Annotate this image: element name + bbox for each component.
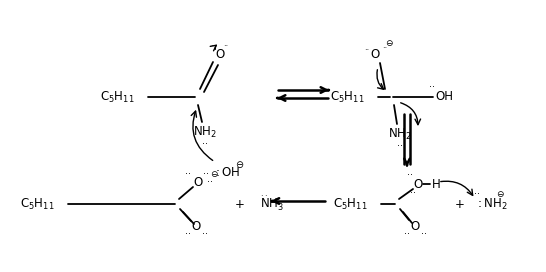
Text: ··: ·· bbox=[207, 177, 213, 187]
Text: ··: ·· bbox=[185, 169, 191, 179]
Text: H: H bbox=[432, 178, 441, 190]
Text: $\mathrm{NH_2}$: $\mathrm{NH_2}$ bbox=[193, 125, 217, 140]
Text: ··: ·· bbox=[404, 229, 410, 239]
Text: +: + bbox=[455, 197, 465, 211]
Text: $\mathrm{C_5H_{11}}$: $\mathrm{C_5H_{11}}$ bbox=[20, 196, 55, 212]
Text: ··: ·· bbox=[202, 139, 208, 149]
Text: ··: ·· bbox=[474, 189, 480, 199]
Text: O: O bbox=[215, 48, 224, 60]
Text: O: O bbox=[413, 178, 423, 190]
Text: O: O bbox=[411, 220, 420, 233]
Text: $\ominus$: $\ominus$ bbox=[235, 159, 245, 169]
Text: $\mathrm{NH_2}$: $\mathrm{NH_2}$ bbox=[388, 126, 412, 141]
Text: $\mathrm{\overset{..}{N}H_3}$: $\mathrm{\overset{..}{N}H_3}$ bbox=[260, 195, 284, 213]
Text: $\mathrm{C_5H_{11}}$: $\mathrm{C_5H_{11}}$ bbox=[100, 89, 134, 104]
Text: ··: ·· bbox=[203, 169, 209, 179]
Text: ··: ·· bbox=[421, 229, 427, 239]
Text: $\mathrm{C_5H_{11}}$: $\mathrm{C_5H_{11}}$ bbox=[333, 196, 367, 212]
Text: $\mathrm{C_5H_{11}}$: $\mathrm{C_5H_{11}}$ bbox=[330, 89, 365, 104]
Text: ··: ·· bbox=[429, 82, 435, 92]
Text: ··: ·· bbox=[223, 42, 229, 51]
Text: $\mathrm{:NH_2}$: $\mathrm{:NH_2}$ bbox=[475, 196, 508, 212]
Text: O: O bbox=[370, 48, 379, 61]
Text: ··: ·· bbox=[185, 229, 191, 239]
Text: ··: ·· bbox=[210, 42, 216, 51]
Text: OH: OH bbox=[435, 91, 453, 104]
Text: ··: ·· bbox=[410, 188, 416, 198]
Text: O: O bbox=[192, 220, 200, 233]
Text: ··: ·· bbox=[397, 141, 403, 151]
Text: +: + bbox=[235, 197, 245, 211]
Text: O: O bbox=[193, 175, 203, 188]
Text: ··: ·· bbox=[407, 170, 413, 180]
Text: $\ominus$: $\ominus$ bbox=[384, 38, 393, 48]
Text: ··: ·· bbox=[364, 47, 370, 55]
Text: $\mathrm{:OH}$: $\mathrm{:OH}$ bbox=[213, 165, 240, 178]
Text: $\ominus$: $\ominus$ bbox=[210, 169, 218, 179]
Text: ··: ·· bbox=[202, 229, 208, 239]
Text: ··: ·· bbox=[382, 45, 388, 54]
Text: $\ominus$: $\ominus$ bbox=[496, 189, 505, 199]
